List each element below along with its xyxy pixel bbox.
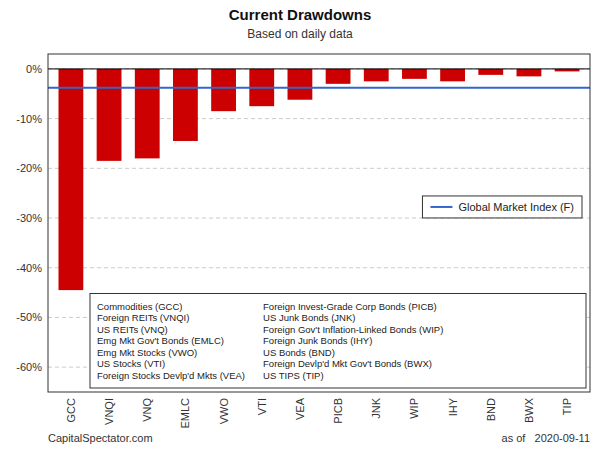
notes-box: [90, 294, 586, 389]
x-tick-label: JNK: [370, 397, 382, 418]
note-item: US Stocks (VTI): [97, 358, 165, 369]
note-item: Foreign Devlp'd Mkt Gov't Bonds (BWX): [263, 358, 432, 369]
bar: [173, 69, 198, 141]
bar: [97, 69, 122, 161]
y-tick-label: -10%: [16, 113, 42, 125]
footer-right: as of 2020-09-11: [502, 432, 590, 444]
legend-swatch: [430, 206, 452, 208]
note-item: Foreign REITs (VNQI): [97, 312, 189, 323]
grid-line: [48, 68, 590, 69]
y-tick-label: -20%: [16, 162, 42, 174]
legend-label: Global Market Index (F): [458, 201, 574, 213]
note-item: US Bonds (BND): [263, 347, 335, 358]
y-tick-label: -50%: [16, 311, 42, 323]
note-item: US TIPS (TIP): [263, 370, 324, 381]
footer-left: CapitalSpectator.com: [48, 432, 153, 444]
bar: [326, 69, 351, 84]
title: Current Drawdowns: [229, 6, 372, 23]
x-tick-label: VNQ: [141, 398, 153, 422]
bar: [478, 69, 503, 75]
grid-line: [48, 118, 590, 119]
note-item: US Junk Bonds (JNK): [263, 312, 355, 323]
bar: [440, 69, 465, 81]
x-tick-label: VEA: [294, 397, 306, 420]
y-tick-label: -60%: [16, 361, 42, 373]
bar: [517, 69, 542, 76]
y-tick-label: 0%: [26, 63, 42, 75]
chart: Current Drawdowns Based on daily data 0% -1…: [0, 0, 600, 450]
note-item: US REITs (VNQ): [97, 324, 168, 335]
bar: [135, 69, 160, 158]
note-item: Emg Mkt Stocks (VWO): [97, 347, 197, 358]
ticker-notes: Commodities (GCC)Foreign REITs (VNQI)US …: [90, 294, 586, 389]
x-tick-label: EMLC: [179, 398, 191, 429]
x-tick-label: IHY: [447, 397, 459, 416]
note-item: Commodities (GCC): [97, 301, 183, 312]
x-tick-label: BWX: [523, 397, 535, 423]
subtitle: Based on daily data: [247, 27, 353, 41]
bar: [211, 69, 236, 111]
x-tick-label: GCC: [65, 398, 77, 423]
x-tick-label: VWO: [218, 398, 230, 425]
background: [0, 0, 600, 450]
zero-line: [48, 68, 590, 69]
y-tick-label: -40%: [16, 262, 42, 274]
note-item: Foreign Invest-Grade Corp Bonds (PICB): [263, 301, 437, 312]
legend-box: [422, 196, 582, 218]
grid-line: [48, 168, 590, 169]
x-tick-label: PICB: [332, 398, 344, 424]
grid-line: [48, 267, 590, 268]
legend: Global Market Index (F): [422, 196, 582, 218]
bar: [288, 69, 313, 100]
bar: [364, 69, 389, 81]
x-tick-label: WIP: [408, 398, 420, 419]
plot-frame: [48, 54, 590, 392]
note-item: Emg Mkt Gov't Bonds (EMLC): [97, 335, 224, 346]
x-tick-label: VNQI: [103, 398, 115, 425]
plot-marks: [48, 69, 590, 290]
note-item: Foreign Stocks Devlp'd Mkts (VEA): [97, 370, 245, 381]
y-tick-label: -30%: [16, 212, 42, 224]
reference-line: [48, 87, 590, 89]
x-tick-label: VTI: [256, 398, 268, 415]
x-tick-label: BND: [485, 398, 497, 421]
note-item: Foreign Gov't Inflation-Linked Bonds (WI…: [263, 324, 443, 335]
x-tick-label: TIP: [561, 398, 573, 415]
note-item: Foreign Junk Bonds (IHY): [263, 335, 372, 346]
bar: [402, 69, 427, 79]
bar: [58, 69, 83, 290]
